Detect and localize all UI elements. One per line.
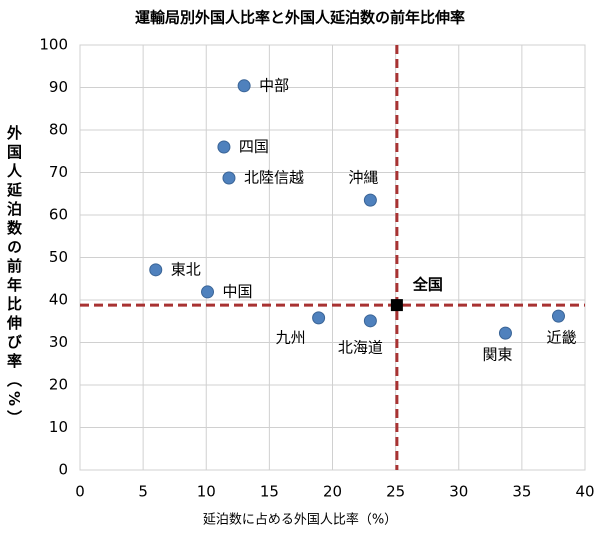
y-tick-label: 40 bbox=[49, 291, 68, 309]
y-tick-label: 100 bbox=[39, 36, 68, 54]
x-tick-label: 35 bbox=[512, 483, 531, 501]
y-tick-label: 50 bbox=[49, 248, 68, 266]
chart-title: 運輸局別外国人比率と外国人延泊数の前年比伸率 bbox=[135, 9, 465, 27]
x-tick-label: 40 bbox=[575, 483, 594, 501]
point-label: 九州 bbox=[276, 328, 306, 346]
y-tick-label: 60 bbox=[49, 206, 68, 224]
highlight-label: 全国 bbox=[412, 276, 443, 294]
point-label: 四国 bbox=[239, 138, 269, 156]
point bbox=[498, 326, 512, 340]
x-axis-title: 延泊数に占める外国人比率（%） bbox=[203, 512, 397, 528]
point bbox=[222, 171, 236, 185]
x-tick-label: 5 bbox=[138, 483, 148, 501]
point bbox=[237, 79, 251, 93]
y-tick-label: 20 bbox=[49, 376, 68, 394]
point bbox=[363, 193, 377, 207]
point bbox=[201, 285, 215, 299]
point-label: 沖縄 bbox=[348, 169, 378, 187]
x-tick-label: 15 bbox=[260, 483, 279, 501]
x-tick-label: 25 bbox=[386, 483, 405, 501]
point bbox=[217, 140, 231, 154]
point bbox=[363, 314, 377, 328]
y-tick-label: 90 bbox=[49, 78, 68, 96]
x-tick-label: 20 bbox=[323, 483, 342, 501]
x-tick-label: 30 bbox=[449, 483, 468, 501]
y-tick-label: 70 bbox=[49, 163, 68, 181]
x-tick-label: 0 bbox=[75, 483, 85, 501]
point bbox=[149, 263, 163, 277]
point bbox=[551, 309, 565, 323]
y-tick-label: 80 bbox=[49, 121, 68, 139]
point-label: 関東 bbox=[482, 346, 512, 364]
y-tick-label: 30 bbox=[49, 333, 68, 351]
y-tick-label: 10 bbox=[49, 418, 68, 436]
highlight-point bbox=[390, 299, 403, 312]
point-label: 中部 bbox=[259, 76, 289, 94]
point-label: 東北 bbox=[171, 260, 201, 278]
point-label: 近畿 bbox=[546, 329, 576, 347]
point-label: 中国 bbox=[223, 282, 253, 300]
y-tick-label: 0 bbox=[58, 461, 68, 479]
point-label: 北陸信越 bbox=[244, 169, 304, 187]
x-tick-label: 10 bbox=[197, 483, 216, 501]
point bbox=[312, 311, 326, 325]
y-axis-title: 外国人延泊数の前年比伸び率（%） bbox=[5, 124, 23, 429]
point-label: 北海道 bbox=[338, 338, 383, 356]
